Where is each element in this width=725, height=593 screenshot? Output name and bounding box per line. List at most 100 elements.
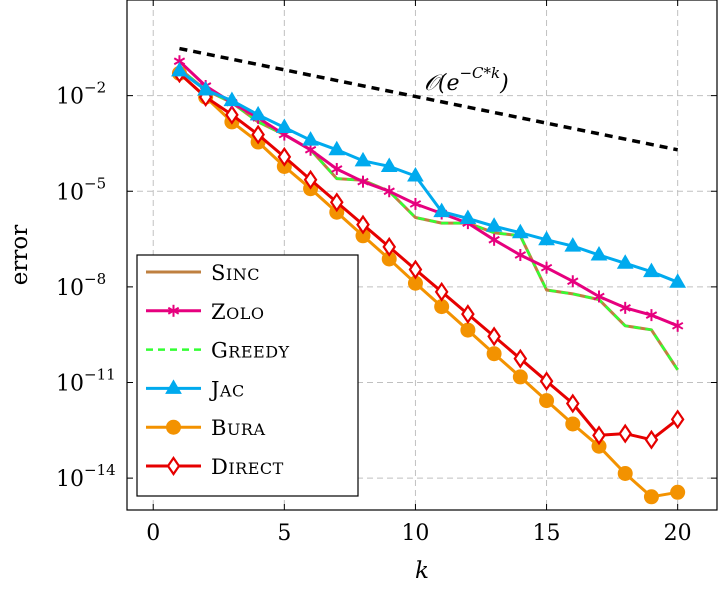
series-line — [178, 67, 679, 371]
data-point — [487, 326, 501, 347]
tick-labels: 0 5 10 15 20 10−2 10−5 10−8 10−11 10−14 — [56, 79, 692, 546]
reference-line-layer — [179, 46, 679, 152]
data-point — [461, 304, 475, 325]
data-point — [171, 61, 188, 77]
data-point — [303, 169, 318, 190]
x-tick-label: 20 — [664, 521, 692, 546]
y-axis-label: error — [7, 225, 33, 285]
series-greedy — [178, 67, 679, 371]
legend: SINC ZOLO GREEDY JAC BURA DIRECT — [136, 254, 359, 497]
star-stroke — [671, 321, 684, 330]
x-tick-label: 0 — [146, 521, 160, 546]
data-point — [669, 273, 687, 288]
data-point — [565, 393, 580, 414]
star-stroke — [173, 57, 186, 66]
data-point — [354, 151, 372, 167]
data-point — [356, 214, 370, 235]
star-stroke — [383, 187, 395, 196]
data-point — [643, 489, 659, 505]
data-point — [538, 230, 555, 246]
data-point — [460, 322, 476, 338]
y-tick-label: 10−5 — [56, 174, 106, 205]
data-point — [433, 202, 451, 218]
data-point — [593, 290, 605, 303]
star-stroke — [167, 306, 180, 315]
data-point — [539, 371, 554, 392]
reference-line — [179, 46, 679, 152]
legend-marker — [165, 379, 182, 394]
legend-item-greedy: GREEDY — [146, 339, 290, 363]
data-point — [277, 146, 292, 167]
data-point — [485, 217, 503, 232]
star-stroke — [540, 263, 553, 272]
y-tick-label: 10−2 — [56, 79, 106, 110]
star-stroke — [357, 177, 369, 186]
data-point — [304, 143, 317, 156]
data-point — [616, 254, 634, 269]
data-point — [618, 423, 633, 444]
data-point — [567, 275, 579, 288]
data-point — [459, 209, 477, 224]
data-point — [592, 425, 606, 446]
legend-label: BURA — [211, 416, 266, 440]
star-stroke — [514, 251, 527, 259]
star-stroke — [331, 165, 343, 173]
data-point — [565, 416, 581, 432]
legend-marker — [166, 456, 181, 476]
data-point — [407, 167, 424, 182]
data-point — [644, 429, 659, 450]
data-point — [380, 157, 398, 172]
data-point — [225, 104, 239, 125]
legend-marker — [166, 419, 181, 435]
star-stroke — [645, 311, 658, 319]
legend-item-sinc: SINC — [146, 261, 260, 285]
data-point — [670, 484, 686, 500]
data-point — [488, 233, 500, 246]
data-point — [564, 237, 582, 252]
data-point — [409, 197, 422, 210]
data-point — [645, 309, 658, 322]
legend-label: SINC — [211, 261, 260, 285]
data-point — [514, 249, 527, 261]
data-point — [197, 81, 215, 96]
legend-label: DIRECT — [211, 455, 284, 479]
data-point — [617, 465, 633, 481]
plot-frame — [126, 0, 718, 511]
data-point — [670, 409, 685, 430]
star-stroke — [593, 292, 605, 301]
data-point — [223, 91, 241, 107]
legend-label: ZOLO — [211, 300, 264, 324]
legend-item-jac: JAC — [146, 377, 245, 401]
data-point — [408, 259, 423, 280]
series-jac — [171, 61, 687, 288]
x-axis-label: k — [415, 558, 429, 584]
legend-box — [136, 254, 359, 497]
y-tick-label: 10−14 — [56, 461, 116, 492]
data-point — [511, 223, 529, 239]
data-point — [251, 124, 265, 145]
series-line — [178, 72, 679, 442]
data-point — [539, 393, 555, 409]
star-stroke — [619, 303, 631, 312]
data-point — [302, 131, 319, 146]
data-point — [540, 261, 553, 274]
series-layer — [171, 55, 687, 505]
legend-item-zolo: ZOLO — [146, 300, 264, 324]
data-point — [357, 175, 369, 188]
data-point — [590, 245, 608, 261]
data-point — [619, 301, 631, 314]
data-point — [383, 185, 395, 198]
star-stroke — [567, 277, 579, 286]
data-point — [671, 319, 684, 332]
data-point — [486, 346, 502, 362]
data-point — [382, 236, 397, 257]
y-tick-label: 10−8 — [56, 270, 106, 301]
data-point — [434, 281, 449, 302]
legend-label: JAC — [209, 377, 245, 401]
legend-label: GREEDY — [211, 339, 290, 363]
data-point — [331, 162, 343, 175]
x-tick-label: 10 — [401, 521, 429, 546]
legend-item-bura: BURA — [146, 416, 266, 440]
